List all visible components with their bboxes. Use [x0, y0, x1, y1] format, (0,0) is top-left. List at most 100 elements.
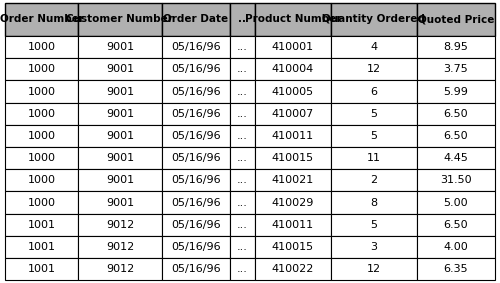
Bar — [416, 125, 495, 147]
Bar — [5, 169, 78, 191]
Text: 4.45: 4.45 — [444, 153, 468, 163]
Text: 9001: 9001 — [106, 175, 134, 185]
Text: Product Number: Product Number — [244, 14, 341, 24]
Text: ...: ... — [237, 131, 248, 141]
Text: 9012: 9012 — [106, 242, 134, 252]
Bar — [416, 236, 495, 258]
Bar — [78, 147, 162, 169]
Text: 05/16/96: 05/16/96 — [171, 198, 220, 207]
Bar — [162, 169, 230, 191]
Bar — [331, 191, 416, 214]
Bar — [5, 214, 78, 236]
Text: 1001: 1001 — [28, 242, 56, 252]
Text: 05/16/96: 05/16/96 — [171, 220, 220, 230]
Bar — [78, 80, 162, 103]
Text: 410004: 410004 — [272, 65, 314, 74]
Text: 9001: 9001 — [106, 198, 134, 207]
Bar — [162, 3, 230, 36]
Text: 8: 8 — [370, 198, 378, 207]
Text: 410005: 410005 — [272, 87, 314, 97]
Bar — [5, 80, 78, 103]
Text: 1001: 1001 — [28, 220, 56, 230]
Text: ...: ... — [237, 198, 248, 207]
Bar — [331, 103, 416, 125]
Bar — [255, 147, 331, 169]
Bar — [5, 58, 78, 80]
Text: 1000: 1000 — [28, 153, 56, 163]
Text: 9012: 9012 — [106, 220, 134, 230]
Bar — [162, 125, 230, 147]
Bar — [78, 3, 162, 36]
Text: ...: ... — [237, 65, 248, 74]
Bar — [255, 258, 331, 280]
Bar — [78, 214, 162, 236]
Text: Quoted Price: Quoted Price — [418, 14, 494, 24]
Bar — [5, 3, 78, 36]
Bar — [230, 147, 255, 169]
Bar — [78, 58, 162, 80]
Text: 410015: 410015 — [272, 153, 314, 163]
Text: Order Date: Order Date — [163, 14, 228, 24]
Text: 12: 12 — [366, 65, 381, 74]
Text: ...: ... — [237, 109, 248, 119]
Bar — [162, 36, 230, 58]
Bar — [331, 58, 416, 80]
Bar — [255, 236, 331, 258]
Bar — [5, 36, 78, 58]
Text: 6.50: 6.50 — [444, 109, 468, 119]
Bar — [230, 103, 255, 125]
Text: 9001: 9001 — [106, 42, 134, 52]
Text: 410015: 410015 — [272, 242, 314, 252]
Text: 6.50: 6.50 — [444, 131, 468, 141]
Text: 05/16/96: 05/16/96 — [171, 87, 220, 97]
Text: Customer Number: Customer Number — [66, 14, 174, 24]
Bar — [416, 103, 495, 125]
Text: 5: 5 — [370, 220, 378, 230]
Text: 12: 12 — [366, 264, 381, 274]
Text: 05/16/96: 05/16/96 — [171, 175, 220, 185]
Bar — [230, 36, 255, 58]
Text: 1000: 1000 — [28, 131, 56, 141]
Text: 1000: 1000 — [28, 198, 56, 207]
Bar — [255, 125, 331, 147]
Bar — [230, 258, 255, 280]
Text: ...: ... — [237, 153, 248, 163]
Bar — [331, 125, 416, 147]
Bar — [331, 147, 416, 169]
Bar — [331, 236, 416, 258]
Text: 6: 6 — [370, 87, 378, 97]
Bar — [5, 191, 78, 214]
Text: 2: 2 — [370, 175, 378, 185]
Text: 9001: 9001 — [106, 131, 134, 141]
Text: 9012: 9012 — [106, 264, 134, 274]
Text: 410011: 410011 — [272, 131, 314, 141]
Text: 9001: 9001 — [106, 65, 134, 74]
Bar — [255, 58, 331, 80]
Bar — [162, 80, 230, 103]
Bar — [255, 36, 331, 58]
Text: ...: ... — [237, 264, 248, 274]
Text: 5.00: 5.00 — [444, 198, 468, 207]
Text: Order Number: Order Number — [0, 14, 84, 24]
Bar — [5, 236, 78, 258]
Text: ..: .. — [238, 14, 246, 24]
Text: 05/16/96: 05/16/96 — [171, 109, 220, 119]
Bar — [78, 103, 162, 125]
Text: 05/16/96: 05/16/96 — [171, 242, 220, 252]
Bar — [162, 214, 230, 236]
Bar — [255, 3, 331, 36]
Bar — [331, 214, 416, 236]
Bar — [5, 103, 78, 125]
Text: 3.75: 3.75 — [444, 65, 468, 74]
Bar — [230, 214, 255, 236]
Bar — [78, 125, 162, 147]
Bar — [230, 191, 255, 214]
Bar — [416, 80, 495, 103]
Bar — [162, 258, 230, 280]
Text: 1000: 1000 — [28, 175, 56, 185]
Bar — [162, 103, 230, 125]
Text: 9001: 9001 — [106, 87, 134, 97]
Text: 4: 4 — [370, 42, 378, 52]
Text: 5: 5 — [370, 109, 378, 119]
Bar — [5, 125, 78, 147]
